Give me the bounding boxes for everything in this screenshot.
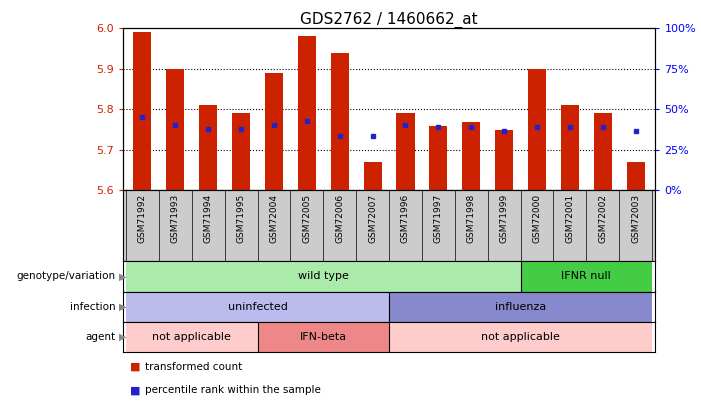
Text: not applicable: not applicable xyxy=(152,332,231,342)
Text: agent: agent xyxy=(86,332,116,342)
Bar xyxy=(594,113,612,190)
Bar xyxy=(166,69,184,190)
Text: GSM71994: GSM71994 xyxy=(204,194,212,243)
Bar xyxy=(133,32,151,190)
Bar xyxy=(331,53,349,190)
Bar xyxy=(462,122,480,190)
Text: GSM72006: GSM72006 xyxy=(335,194,344,243)
Bar xyxy=(126,261,521,292)
Text: infection: infection xyxy=(70,302,116,312)
Bar xyxy=(561,105,579,190)
Text: GSM71999: GSM71999 xyxy=(500,194,509,243)
Text: not applicable: not applicable xyxy=(481,332,560,342)
Bar xyxy=(126,292,389,322)
Bar xyxy=(627,162,645,190)
Text: GSM72000: GSM72000 xyxy=(533,194,542,243)
Text: GSM72005: GSM72005 xyxy=(302,194,311,243)
Bar xyxy=(389,322,652,352)
Text: ▶: ▶ xyxy=(119,302,127,312)
Bar xyxy=(429,126,447,190)
Text: GSM71995: GSM71995 xyxy=(236,194,245,243)
Text: GSM72004: GSM72004 xyxy=(269,194,278,243)
Text: GSM72003: GSM72003 xyxy=(631,194,640,243)
Text: percentile rank within the sample: percentile rank within the sample xyxy=(145,385,321,395)
Text: GSM71997: GSM71997 xyxy=(434,194,443,243)
Text: GSM71998: GSM71998 xyxy=(467,194,476,243)
Bar xyxy=(397,113,414,190)
Text: ▶: ▶ xyxy=(119,271,127,281)
Text: GSM72001: GSM72001 xyxy=(566,194,574,243)
Bar xyxy=(364,162,381,190)
Text: GSM72007: GSM72007 xyxy=(368,194,377,243)
Text: ▶: ▶ xyxy=(119,332,127,342)
Text: GSM71996: GSM71996 xyxy=(401,194,410,243)
Text: ■: ■ xyxy=(130,362,140,372)
Bar xyxy=(257,322,389,352)
Bar xyxy=(265,73,283,190)
Text: IFNR null: IFNR null xyxy=(562,271,611,281)
Text: influenza: influenza xyxy=(495,302,546,312)
Text: GSM72002: GSM72002 xyxy=(599,194,607,243)
Title: GDS2762 / 1460662_at: GDS2762 / 1460662_at xyxy=(300,12,478,28)
Text: ■: ■ xyxy=(130,385,140,395)
Bar xyxy=(528,69,546,190)
Bar xyxy=(389,292,652,322)
Bar xyxy=(521,261,652,292)
Text: transformed count: transformed count xyxy=(145,362,243,372)
Text: GSM71992: GSM71992 xyxy=(138,194,147,243)
Bar xyxy=(199,105,217,190)
Text: genotype/variation: genotype/variation xyxy=(17,271,116,281)
Bar xyxy=(126,322,257,352)
Text: uninfected: uninfected xyxy=(228,302,287,312)
Text: wild type: wild type xyxy=(298,271,348,281)
Bar xyxy=(298,36,316,190)
Bar xyxy=(495,130,513,190)
Text: GSM71993: GSM71993 xyxy=(171,194,179,243)
Bar xyxy=(232,113,250,190)
Text: IFN-beta: IFN-beta xyxy=(300,332,347,342)
